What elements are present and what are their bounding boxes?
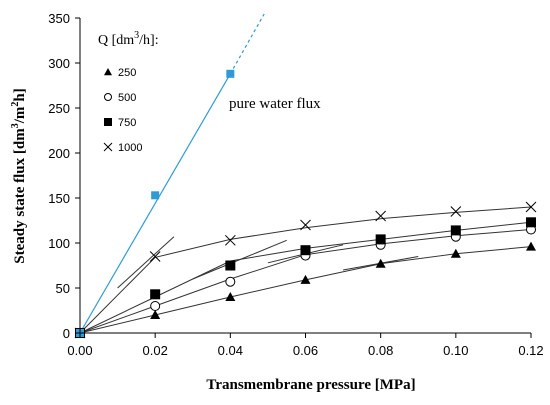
series-750-point bbox=[526, 217, 536, 228]
x-tick-label: 0.08 bbox=[368, 343, 393, 358]
series-1000-point bbox=[149, 251, 161, 262]
water-flux-point bbox=[226, 69, 235, 78]
series-1000-point bbox=[224, 234, 236, 246]
y-tick-label: 200 bbox=[48, 146, 70, 161]
y-tick-label: 300 bbox=[48, 56, 70, 71]
x-tick-label: 0.04 bbox=[218, 343, 243, 358]
series-250-point bbox=[150, 310, 161, 319]
legend-marker-1000-stroke-b bbox=[103, 142, 113, 152]
series-1000-fit-line bbox=[117, 236, 175, 289]
series-750-point bbox=[150, 289, 161, 300]
y-axis-title-sup1: 3 bbox=[10, 123, 21, 128]
legend-marker-1000 bbox=[103, 142, 113, 152]
y-tick-label: 350 bbox=[48, 11, 70, 26]
legend-label-500: 500 bbox=[118, 92, 136, 104]
series-750-fit-line bbox=[192, 239, 287, 280]
legend-label-250: 250 bbox=[118, 67, 136, 79]
series-1000-point bbox=[525, 201, 537, 213]
series-1000-point-stroke-b bbox=[525, 201, 537, 213]
series-250-point bbox=[450, 248, 461, 258]
series-1000-point bbox=[300, 219, 311, 231]
legend-marker-250 bbox=[104, 68, 112, 76]
y-tick-label: 250 bbox=[48, 101, 70, 116]
water-flux-point bbox=[151, 191, 160, 200]
series-500-point bbox=[225, 276, 236, 287]
series-500-point bbox=[150, 301, 161, 311]
x-axis: 0.00 0.02 0.04 0.06 0.08 0.10 0.12 bbox=[67, 332, 544, 358]
x-tick-label: 0.06 bbox=[293, 343, 318, 358]
series-250-point bbox=[526, 241, 536, 251]
x-axis-title: Transmembrane pressure [MPa] bbox=[206, 377, 415, 393]
series-750-point bbox=[375, 234, 386, 245]
series-250-point bbox=[300, 274, 311, 284]
series-1000-point-stroke-b bbox=[375, 210, 387, 222]
y-axis-title-sup2: 2 bbox=[10, 102, 21, 107]
series-1000-point bbox=[450, 206, 462, 217]
y-tick-label: 0 bbox=[63, 326, 70, 341]
x-tick-label: 0.10 bbox=[443, 343, 468, 358]
series-750-point bbox=[225, 260, 236, 271]
legend-marker-500 bbox=[104, 93, 112, 101]
plot-area bbox=[74, 13, 537, 339]
y-tick-label: 50 bbox=[56, 281, 70, 296]
series-1000-point bbox=[375, 210, 387, 222]
y-axis-title: Steady state flux [dm3/m2h] bbox=[10, 88, 28, 263]
x-tick-label: 0.12 bbox=[518, 343, 543, 358]
legend-label-1000: 1000 bbox=[118, 142, 142, 154]
x-tick-label: 0.02 bbox=[143, 343, 168, 358]
y-tick-label: 100 bbox=[48, 236, 70, 251]
series-1000-point-stroke-b bbox=[149, 251, 161, 262]
water-flux-dashed-line bbox=[229, 13, 265, 75]
legend: Q [dm3/h]: 250 500 750 1000 bbox=[98, 30, 159, 154]
legend-title: Q [dm3/h]: bbox=[98, 30, 159, 48]
series-1000-point-stroke-b bbox=[300, 219, 311, 231]
series-750-point bbox=[300, 245, 311, 256]
series-1000-point-stroke-b bbox=[224, 234, 236, 246]
y-tick-label: 150 bbox=[48, 191, 70, 206]
x-tick-label: 0.00 bbox=[67, 343, 92, 358]
series-750-point bbox=[450, 225, 461, 236]
series-250-point bbox=[375, 258, 386, 268]
legend-label-750: 750 bbox=[118, 117, 136, 129]
water-flux-line bbox=[79, 73, 231, 334]
legend-marker-750 bbox=[104, 118, 112, 126]
series-250-point bbox=[225, 292, 236, 301]
series-1000-point-stroke-b bbox=[450, 206, 462, 217]
pure-water-annotation: pure water flux bbox=[229, 96, 321, 112]
series-1000-curve bbox=[79, 206, 532, 334]
y-axis: 0 50 100 150 200 250 300 350 bbox=[48, 11, 81, 341]
